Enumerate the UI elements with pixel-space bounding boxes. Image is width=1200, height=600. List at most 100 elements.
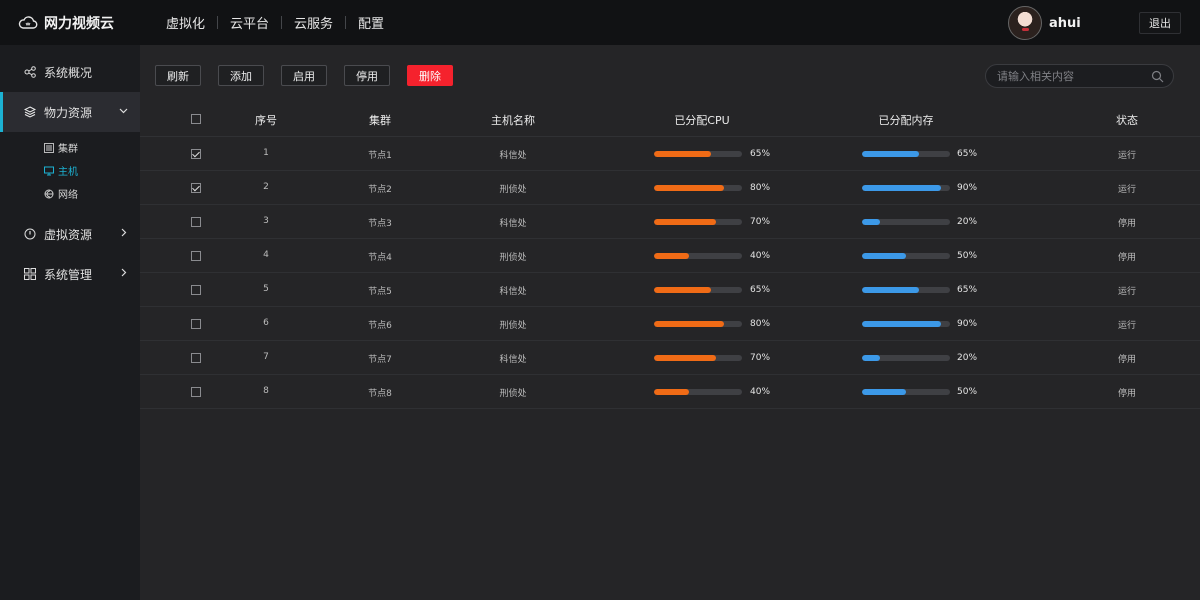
chevron-right-icon (119, 267, 128, 280)
add-button[interactable]: 添加 (218, 65, 264, 86)
table-row[interactable]: 5 节点5 科信处 65% 65% 运行 (140, 273, 1200, 307)
header-index: 序号 (255, 114, 277, 127)
cell-cluster: 节点8 (368, 389, 392, 399)
table-row[interactable]: 4 节点4 刑侦处 40% 50% 停用 (140, 239, 1200, 273)
memory-progress-bar (862, 389, 950, 395)
cpu-progress-fill (654, 151, 712, 157)
sidebar-item-system-management[interactable]: 系统管理 (0, 254, 140, 294)
avatar[interactable] (1008, 6, 1042, 40)
row-checkbox[interactable] (191, 217, 201, 227)
memory-progress-fill (862, 355, 880, 361)
topnav-cloud-service[interactable]: 云服务 (294, 17, 334, 32)
memory-progress-bar (862, 355, 950, 361)
sidebar-spacer (0, 205, 140, 214)
sidebar-subitem-host[interactable]: 主机 (0, 159, 140, 182)
disable-button[interactable]: 停用 (344, 65, 390, 86)
select-all-checkbox[interactable] (191, 114, 201, 124)
logout-button[interactable]: 退出 (1139, 12, 1181, 34)
cell-index: 8 (263, 386, 269, 396)
sidebar-item-virtual-resources[interactable]: 虚拟资源 (0, 214, 140, 254)
sidebar-item-overview[interactable]: 系统概况 (0, 52, 140, 92)
cell-index: 5 (263, 284, 269, 294)
sidebar-subitem-cluster[interactable]: 集群 (0, 136, 140, 159)
sidebar-spacer (0, 45, 140, 52)
cpu-percent: 70% (750, 217, 771, 227)
sidebar-subitem-network[interactable]: 网络 (0, 182, 140, 205)
monitor-icon (44, 166, 54, 176)
delete-button[interactable]: 删除 (407, 65, 453, 86)
cpu-percent: 40% (750, 251, 771, 261)
sidebar-item-physical-resources[interactable]: 物力资源 (0, 92, 140, 132)
header-cluster: 集群 (369, 114, 391, 127)
table-row[interactable]: 8 节点8 刑侦处 40% 50% 停用 (140, 375, 1200, 409)
memory-percent: 65% (957, 149, 978, 159)
cpu-progress-bar (654, 321, 742, 327)
topnav-config[interactable]: 配置 (358, 17, 385, 32)
sidebar-subitem-label: 主机 (58, 167, 78, 178)
refresh-button[interactable]: 刷新 (155, 65, 201, 86)
table-row[interactable]: 6 节点6 刑侦处 80% 90% 运行 (140, 307, 1200, 341)
row-checkbox[interactable] (191, 251, 201, 261)
cpu-progress-fill (654, 355, 716, 361)
row-checkbox[interactable] (191, 319, 201, 329)
list-icon (44, 142, 54, 153)
row-checkbox[interactable] (191, 387, 201, 397)
cell-status: 停用 (1117, 355, 1137, 365)
cell-status: 停用 (1117, 253, 1137, 263)
cpu-progress-bar (654, 253, 742, 259)
cell-status: 运行 (1117, 287, 1137, 297)
row-checkbox[interactable] (191, 149, 201, 159)
header-memory: 已分配内存 (878, 114, 934, 127)
cell-host: 科信处 (499, 219, 527, 229)
table-row[interactable]: 7 节点7 科信处 70% 20% 停用 (140, 341, 1200, 375)
cell-cluster: 节点1 (368, 151, 392, 161)
cpu-progress-bar (654, 287, 742, 293)
row-checkbox[interactable] (191, 353, 201, 363)
app-logo[interactable]: 网力视频云 (0, 0, 140, 45)
memory-progress-fill (862, 389, 906, 395)
memory-percent: 20% (957, 217, 978, 227)
cpu-percent: 40% (750, 387, 771, 397)
memory-percent: 50% (957, 251, 978, 261)
table-row[interactable]: 2 节点2 刑侦处 80% 90% 运行 (140, 171, 1200, 205)
sidebar-item-label: 系统概况 (44, 65, 93, 80)
memory-progress-fill (862, 151, 920, 157)
search-input[interactable] (997, 69, 1147, 83)
cell-host: 科信处 (499, 151, 527, 161)
memory-progress-bar (862, 287, 950, 293)
cpu-percent: 65% (750, 149, 771, 159)
cell-cluster: 节点5 (368, 287, 392, 297)
memory-progress-fill (862, 219, 880, 225)
cpu-progress-bar (654, 219, 742, 225)
row-checkbox[interactable] (191, 285, 201, 295)
cell-host: 刑侦处 (499, 321, 527, 331)
cell-index: 2 (263, 182, 269, 192)
host-table: 序号 集群 主机名称 已分配CPU 已分配内存 状态 1 节点1 科信处 65% 65%… (140, 101, 1200, 409)
cpu-progress-bar (654, 355, 742, 361)
row-checkbox[interactable] (191, 183, 201, 193)
memory-percent: 90% (957, 183, 978, 193)
table-row[interactable]: 3 节点3 科信处 70% 20% 停用 (140, 205, 1200, 239)
cell-cluster: 节点4 (368, 253, 392, 263)
cell-host: 科信处 (499, 355, 527, 365)
cell-index: 6 (263, 318, 269, 328)
table-row[interactable]: 1 节点1 科信处 65% 65% 运行 (140, 137, 1200, 171)
sidebar-item-label: 系统管理 (44, 267, 93, 282)
search-icon[interactable] (1151, 70, 1164, 83)
cell-host: 刑侦处 (499, 185, 527, 195)
cell-index: 7 (263, 352, 269, 362)
share-icon (24, 66, 36, 78)
topnav-virtualization[interactable]: 虚拟化 (166, 17, 206, 32)
sidebar-item-label: 物力资源 (44, 105, 93, 120)
memory-progress-bar (862, 185, 950, 191)
cpu-progress-fill (654, 287, 712, 293)
app-title: 网力视频云 (44, 15, 114, 32)
globe-icon (44, 189, 54, 199)
cpu-percent: 80% (750, 319, 771, 329)
cell-host: 刑侦处 (499, 253, 527, 263)
topnav-cloud-platform[interactable]: 云平台 (230, 17, 270, 32)
enable-button[interactable]: 启用 (281, 65, 327, 86)
user-menu[interactable]: ahui (1008, 6, 1081, 40)
username: ahui (1049, 15, 1081, 31)
header-status: 状态 (1116, 114, 1138, 127)
